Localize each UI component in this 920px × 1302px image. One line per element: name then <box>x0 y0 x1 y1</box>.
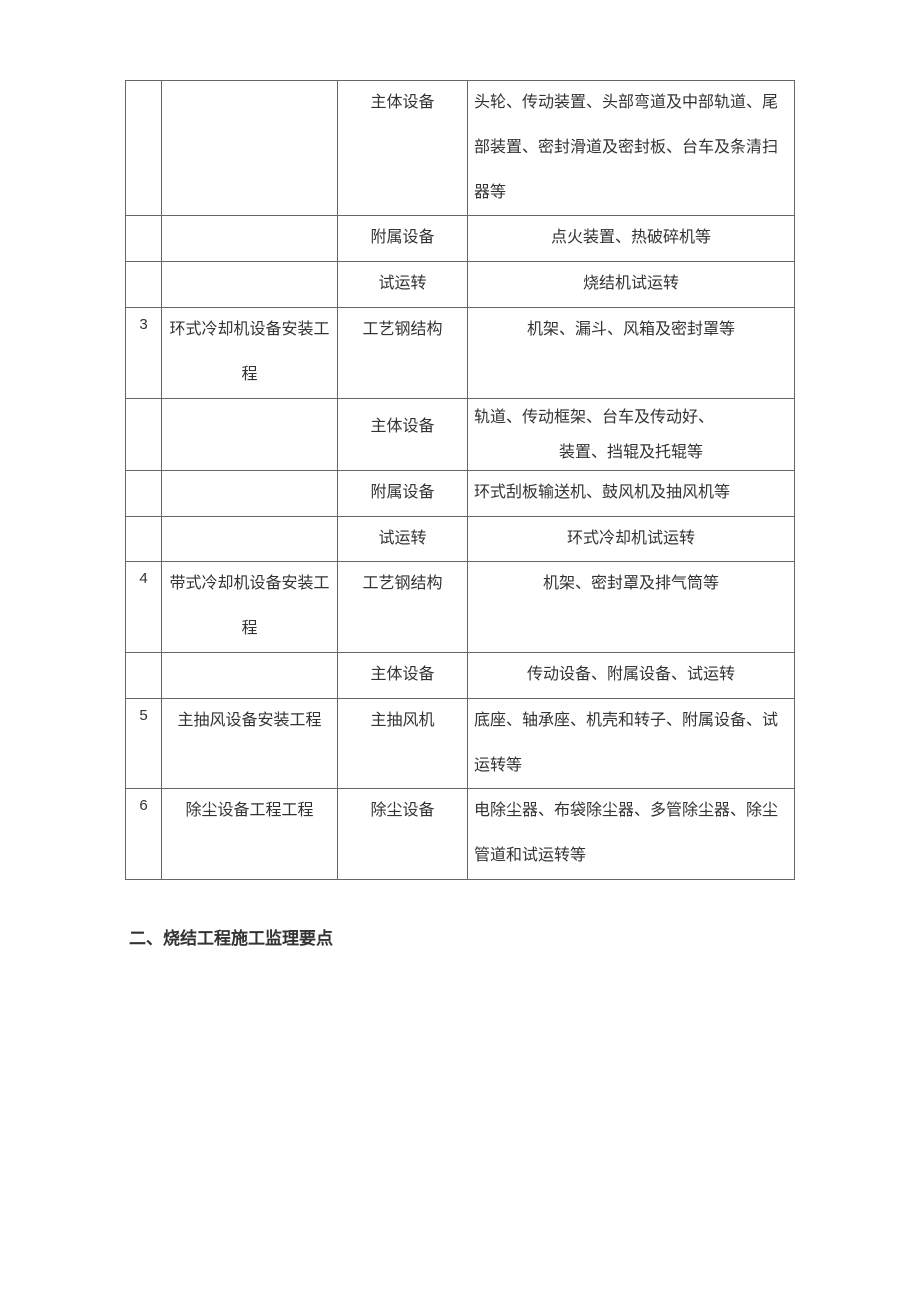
table-row: 附属设备 点火装置、热破碎机等 <box>126 216 795 262</box>
cell-num <box>126 516 162 562</box>
content-line: 轨道、传动框架、台车及传动好、 <box>474 405 788 431</box>
equipment-table: 主体设备 头轮、传动装置、头部弯道及中部轨道、尾部装置、密封滑道及密封板、台车及… <box>125 80 795 880</box>
cell-content: 传动设备、附属设备、试运转 <box>468 652 795 698</box>
table-row: 主体设备 轨道、传动框架、台车及传动好、 装置、挡辊及托辊等 <box>126 398 795 470</box>
table-row: 主体设备 头轮、传动装置、头部弯道及中部轨道、尾部装置、密封滑道及密封板、台车及… <box>126 81 795 216</box>
section-heading: 二、烧结工程施工监理要点 <box>125 924 795 949</box>
table-row: 主体设备 传动设备、附属设备、试运转 <box>126 652 795 698</box>
table-row: 试运转 烧结机试运转 <box>126 262 795 308</box>
document-page: 主体设备 头轮、传动装置、头部弯道及中部轨道、尾部装置、密封滑道及密封板、台车及… <box>0 0 920 1302</box>
cell-num: 3 <box>126 307 162 398</box>
cell-content: 底座、轴承座、机壳和转子、附属设备、试运转等 <box>468 698 795 789</box>
table-row: 6 除尘设备工程工程 除尘设备 电除尘器、布袋除尘器、多管除尘器、除尘管道和试运… <box>126 789 795 880</box>
cell-project <box>162 81 338 216</box>
cell-category: 附属设备 <box>338 470 468 516</box>
cell-content: 烧结机试运转 <box>468 262 795 308</box>
cell-project <box>162 652 338 698</box>
cell-category: 附属设备 <box>338 216 468 262</box>
cell-category: 除尘设备 <box>338 789 468 880</box>
cell-num <box>126 398 162 470</box>
cell-project <box>162 262 338 308</box>
table-row: 附属设备 环式刮板输送机、鼓风机及抽风机等 <box>126 470 795 516</box>
table-row: 5 主抽风设备安装工程 主抽风机 底座、轴承座、机壳和转子、附属设备、试运转等 <box>126 698 795 789</box>
cell-category: 主体设备 <box>338 398 468 470</box>
cell-num: 4 <box>126 562 162 653</box>
cell-project <box>162 470 338 516</box>
table-row: 4 带式冷却机设备安装工程 工艺钢结构 机架、密封罩及排气筒等 <box>126 562 795 653</box>
cell-content: 环式冷却机试运转 <box>468 516 795 562</box>
cell-num <box>126 652 162 698</box>
cell-category: 试运转 <box>338 262 468 308</box>
cell-content: 电除尘器、布袋除尘器、多管除尘器、除尘管道和试运转等 <box>468 789 795 880</box>
table-row: 试运转 环式冷却机试运转 <box>126 516 795 562</box>
cell-category: 工艺钢结构 <box>338 562 468 653</box>
cell-project: 除尘设备工程工程 <box>162 789 338 880</box>
cell-content: 机架、漏斗、风箱及密封罩等 <box>468 307 795 398</box>
cell-category: 试运转 <box>338 516 468 562</box>
cell-project: 主抽风设备安装工程 <box>162 698 338 789</box>
cell-num <box>126 216 162 262</box>
cell-project <box>162 398 338 470</box>
cell-content: 头轮、传动装置、头部弯道及中部轨道、尾部装置、密封滑道及密封板、台车及条清扫器等 <box>468 81 795 216</box>
content-line: 装置、挡辊及托辊等 <box>474 440 788 466</box>
cell-content: 点火装置、热破碎机等 <box>468 216 795 262</box>
cell-project <box>162 216 338 262</box>
cell-num <box>126 81 162 216</box>
cell-project: 带式冷却机设备安装工程 <box>162 562 338 653</box>
cell-content: 环式刮板输送机、鼓风机及抽风机等 <box>468 470 795 516</box>
cell-num: 6 <box>126 789 162 880</box>
cell-content: 机架、密封罩及排气筒等 <box>468 562 795 653</box>
cell-project: 环式冷却机设备安装工程 <box>162 307 338 398</box>
cell-num <box>126 470 162 516</box>
cell-category: 主抽风机 <box>338 698 468 789</box>
cell-num <box>126 262 162 308</box>
cell-content: 轨道、传动框架、台车及传动好、 装置、挡辊及托辊等 <box>468 398 795 470</box>
cell-project <box>162 516 338 562</box>
cell-category: 工艺钢结构 <box>338 307 468 398</box>
cell-category: 主体设备 <box>338 81 468 216</box>
cell-num: 5 <box>126 698 162 789</box>
table-row: 3 环式冷却机设备安装工程 工艺钢结构 机架、漏斗、风箱及密封罩等 <box>126 307 795 398</box>
cell-category: 主体设备 <box>338 652 468 698</box>
